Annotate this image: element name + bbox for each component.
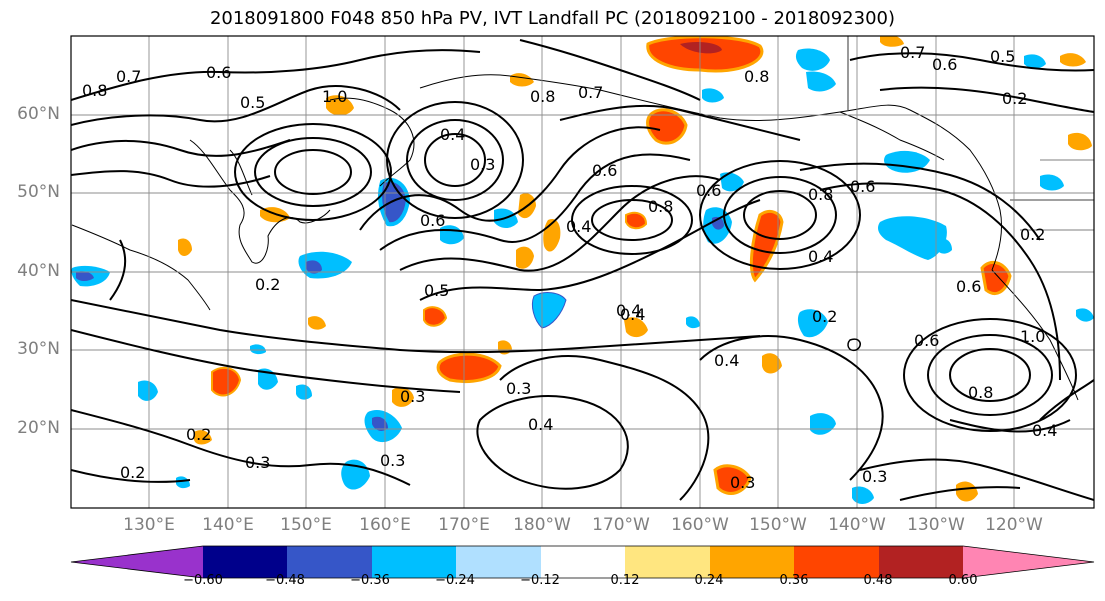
contour-label: 0.5 — [990, 47, 1015, 66]
lat-label-40n: 40°N — [17, 261, 60, 281]
contour-label: 0.3 — [400, 387, 425, 406]
colorbar-segment — [203, 546, 287, 578]
contour-label: 0.6 — [696, 181, 721, 200]
contour-label: 0.2 — [1020, 225, 1045, 244]
contour-label: 0.6 — [420, 211, 445, 230]
colorbar-segment — [71, 546, 203, 578]
lon-label-140w: 140°W — [828, 515, 886, 535]
contour-label: 0.4 — [714, 351, 739, 370]
contour-label: 0.3 — [245, 453, 270, 472]
contour-label: 0.4 — [528, 415, 553, 434]
ivt-contours — [71, 39, 1094, 501]
colorbar-tick: 0.48 — [863, 573, 893, 588]
contour-label: 0.4 — [440, 125, 465, 144]
lon-label-130w: 130°W — [907, 515, 965, 535]
contour-labels: 0.8 0.7 0.6 0.5 1.0 0.8 0.7 0.4 0.3 0.6 0.4 0.2 0.3 0… — [82, 43, 1057, 492]
contour-label: 0.2 — [1002, 89, 1027, 108]
contour-label: 0.6 — [850, 177, 875, 196]
colorbar-tick: 0.36 — [779, 573, 809, 588]
contour-label: 0.2 — [120, 463, 145, 482]
contour-label: 0.4 — [620, 305, 645, 324]
map-content: 0.8 0.7 0.6 0.5 1.0 0.8 0.7 0.4 0.3 0.6 0.4 0.2 0.3 0… — [71, 36, 1094, 508]
colorbar-tick: −0.60 — [183, 573, 223, 588]
colorbar-tick: −0.48 — [265, 573, 305, 588]
contour-label: 0.7 — [578, 83, 603, 102]
contour-label: 1.0 — [1020, 327, 1045, 346]
contour-label: 0.2 — [186, 425, 211, 444]
lon-label-140e: 140°E — [202, 515, 254, 535]
colorbar-outline — [70, 545, 1095, 579]
contour-label: 0.6 — [956, 277, 981, 296]
colorbar-tick: 0.12 — [610, 573, 640, 588]
lat-label-60n: 60°N — [17, 104, 60, 124]
contour-label: 0.3 — [730, 473, 755, 492]
contour-label: 0.6 — [914, 331, 939, 350]
map-title: 2018091800 F048 850 hPa PV, IVT Landfall… — [209, 8, 896, 29]
contour-label: 0.4 — [616, 301, 641, 320]
contour-label: 0.6 — [932, 55, 957, 74]
contour-label: 0.8 — [968, 383, 993, 402]
lon-label-150e: 150°E — [280, 515, 332, 535]
contour-label: 0.2 — [255, 275, 280, 294]
colorbar-segment — [372, 546, 456, 578]
contour-label: 0.7 — [116, 67, 141, 86]
contour-label: 0.6 — [592, 161, 617, 180]
lat-label-20n: 20°N — [17, 418, 60, 438]
contour-label: 0.8 — [744, 67, 769, 86]
contour-label: 0.8 — [82, 81, 107, 100]
contour-label: 0.8 — [648, 197, 673, 216]
lon-label-170e: 170°E — [438, 515, 490, 535]
lon-label-180w: 180°W — [513, 515, 571, 535]
contour-label: 0.4 — [566, 217, 591, 236]
colorbar-segment — [287, 546, 372, 578]
colorbar-tick: −0.12 — [520, 573, 560, 588]
lon-label-130e: 130°E — [123, 515, 175, 535]
contour-label: 0.6 — [206, 63, 231, 82]
contour-label: 0.8 — [808, 185, 833, 204]
contour-label: 0.4 — [808, 247, 833, 266]
contour-label: 0.7 — [900, 43, 925, 62]
contour-label: 0.2 — [812, 307, 837, 326]
colorbar-segment — [456, 546, 541, 578]
colorbar-tick: 0.60 — [948, 573, 978, 588]
map-frame — [70, 35, 1095, 509]
colorbar-segment — [541, 546, 625, 578]
contour-label: 0.5 — [240, 93, 265, 112]
colorbar-segment — [625, 546, 710, 578]
colorbar-tick: −0.36 — [350, 573, 390, 588]
lon-label-160e: 160°E — [359, 515, 411, 535]
contour-label: 0.3 — [506, 379, 531, 398]
colorbar-tick: 0.24 — [694, 573, 724, 588]
colorbar-tick: −0.24 — [435, 573, 475, 588]
lon-label-160w: 160°W — [671, 515, 729, 535]
lat-label-50n: 50°N — [17, 182, 60, 202]
contour-label: 1.0 — [322, 87, 347, 106]
coastlines — [71, 36, 1094, 401]
contour-label: 0.4 — [1032, 421, 1057, 440]
contour-label: 0.8 — [530, 87, 555, 106]
lon-label-120w: 120°W — [985, 515, 1043, 535]
lon-label-170w: 170°W — [592, 515, 650, 535]
contour-label: 0.3 — [470, 155, 495, 174]
contour-label: 0.3 — [862, 467, 887, 486]
colorbar-segment — [794, 546, 879, 578]
lat-label-30n: 30°N — [17, 339, 60, 359]
lon-label-150w: 150°W — [749, 515, 807, 535]
contour-label: 0.3 — [380, 451, 405, 470]
colorbar-segment — [963, 546, 1094, 578]
colorbar-segment — [879, 546, 963, 578]
colorbar-segment — [710, 546, 794, 578]
contour-label: 0.5 — [424, 281, 449, 300]
